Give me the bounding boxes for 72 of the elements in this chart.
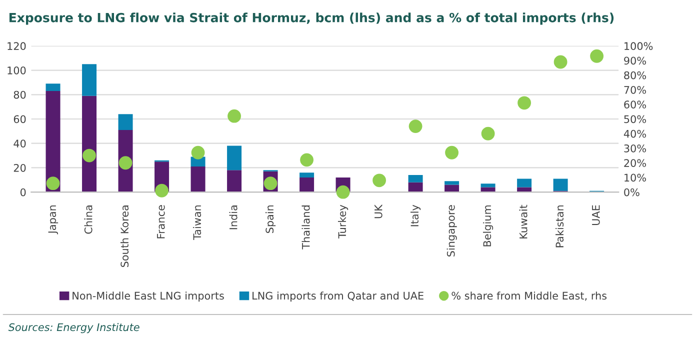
bar	[517, 178, 532, 188]
chart-title: Exposure to LNG flow via Strait of Hormuz, bcm (lhs) and as a % of total imports (rhs)	[9, 12, 614, 25]
y-tick-label: 0	[20, 188, 26, 196]
legend-label: % share from Middle East, rhs	[452, 292, 607, 301]
point	[408, 120, 422, 134]
bar	[227, 170, 242, 192]
bar	[300, 172, 314, 178]
bar	[46, 84, 60, 91]
x-tick-label: China	[84, 206, 92, 234]
y-tick-label: 40	[14, 140, 26, 148]
point	[590, 49, 604, 63]
point	[118, 156, 132, 170]
point	[228, 109, 241, 123]
x-tick-label: UK	[374, 204, 382, 218]
bar	[480, 184, 496, 188]
y2-tick-label: 50%	[624, 115, 646, 124]
x-tick-label: UAE	[592, 205, 600, 226]
point	[336, 185, 350, 199]
y2-tick-label: 100%	[624, 42, 653, 50]
y-tick-label: 20	[14, 164, 26, 172]
y2-tick-label: 70%	[624, 86, 646, 94]
bar	[408, 175, 423, 182]
x-tick-label: South Korea	[120, 206, 129, 268]
source-note: Sources: Energy Institute	[8, 323, 140, 334]
bar	[553, 178, 568, 191]
y-tick-label: 80	[14, 90, 26, 99]
y-tick-label: 120	[8, 42, 26, 50]
point	[518, 96, 532, 110]
bar	[517, 187, 532, 192]
y2-tick-label: 30%	[624, 144, 646, 152]
x-tick-label: Italy	[410, 204, 421, 226]
point	[300, 153, 314, 167]
point	[554, 55, 568, 69]
bar	[227, 146, 242, 170]
y2-tick-label: 10%	[624, 174, 646, 182]
bar	[190, 166, 206, 192]
bar	[82, 64, 97, 96]
point	[481, 126, 495, 140]
legend-label: LNG imports from Qatar and UAE	[252, 292, 424, 302]
bar	[444, 181, 460, 185]
bar	[118, 114, 133, 130]
point	[82, 148, 96, 162]
y2-tick-label: 0%	[624, 188, 640, 196]
point	[445, 146, 458, 160]
point	[155, 184, 168, 198]
y2-tick-label: 40%	[624, 130, 646, 138]
point	[46, 176, 60, 190]
legend-label: Non-Middle East LNG imports	[72, 292, 224, 302]
y2-tick-label: 60%	[624, 100, 646, 108]
x-tick-label: Singapore	[446, 205, 457, 256]
y-tick-label: 100	[8, 66, 26, 74]
x-tick-label: Pakistan	[556, 205, 564, 248]
bar	[46, 90, 60, 192]
y-tick-label: 60	[14, 115, 26, 124]
x-tick-label: Japan	[48, 205, 58, 234]
x-tick-label: Spain	[265, 205, 276, 234]
y2-tick-label: 90%	[624, 56, 646, 65]
y2-tick-label: 80%	[624, 71, 646, 80]
bar	[408, 182, 423, 192]
bar	[480, 187, 496, 192]
x-tick-label: Thailand	[302, 206, 310, 250]
x-tick-label: France	[157, 205, 165, 238]
bar	[82, 96, 97, 192]
point	[191, 146, 205, 160]
x-tick-label: Kuwait	[519, 204, 528, 238]
bar	[300, 177, 314, 192]
x-tick-label: India	[229, 206, 238, 230]
point	[372, 174, 386, 188]
x-tick-label: Taiwan	[192, 205, 202, 240]
x-tick-label: Turkey	[338, 204, 348, 239]
x-tick-label: Belgium	[483, 205, 494, 246]
y2-tick-label: 20%	[624, 159, 646, 167]
